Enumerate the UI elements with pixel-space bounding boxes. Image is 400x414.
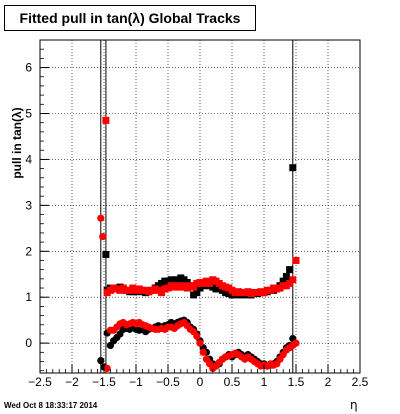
x-tick-label: 2.5: [352, 375, 369, 389]
chart-title: Fitted pull in tan(λ) Global Tracks: [4, 5, 256, 31]
x-tick-label: −2: [65, 375, 79, 389]
x-tick-label: −2.5: [28, 375, 52, 389]
y-tick-label: 3: [25, 198, 32, 212]
x-tick-label: 0: [197, 375, 204, 389]
x-axis-label: η: [350, 398, 358, 412]
data-point-square: [190, 283, 198, 291]
data-point-square: [282, 273, 290, 281]
y-tick-label: 1: [25, 290, 32, 304]
x-tick-label: −0.5: [156, 375, 180, 389]
x-tick-label: −1: [129, 375, 143, 389]
data-point-square: [102, 116, 110, 124]
y-axis-label: pull in tan(λ): [10, 107, 24, 179]
data-point-square: [167, 276, 175, 284]
x-tick-label: 1.5: [288, 375, 305, 389]
data-point-circle: [97, 214, 105, 222]
data-point-square: [206, 279, 214, 287]
x-tick-label: 2: [325, 375, 332, 389]
data-point-square: [292, 256, 300, 264]
x-tick-label: 0.5: [224, 375, 241, 389]
y-tick-label: 6: [25, 61, 32, 75]
plot-frame: [39, 39, 361, 374]
data-point-circle: [97, 356, 105, 365]
data-point-circle: [103, 364, 111, 373]
data-point-circle: [199, 348, 207, 356]
axis-ticks: −2.5 −2 −1.5 −1 −0.5 0 0.5 1 1.5 2 2.5 0 1 2 3 4 5 6: [25, 48, 369, 389]
data-point-circle: [196, 339, 204, 347]
y-tick-label: 5: [25, 106, 32, 120]
data-point-square: [289, 164, 297, 172]
data-point-circle: [292, 339, 300, 347]
y-tick-label: 2: [25, 244, 32, 258]
data-point-square: [286, 279, 294, 287]
data-point-square: [289, 276, 297, 284]
y-tick-label: 0: [25, 336, 32, 350]
vertical-lines: [100, 40, 294, 373]
data-point-square: [279, 277, 287, 285]
data-point-circle: [99, 232, 107, 241]
data-point-square: [102, 250, 110, 258]
data-markers: [97, 116, 300, 373]
timestamp: Wed Oct 8 18:33:17 2014: [4, 401, 98, 410]
grid: [39, 40, 361, 373]
data-point-circle: [193, 332, 201, 340]
data-point-square: [158, 289, 166, 297]
x-tick-label: −1.5: [92, 375, 116, 389]
data-point-square: [286, 266, 294, 274]
x-tick-label: 1: [261, 375, 268, 389]
y-tick-label: 4: [25, 152, 32, 166]
data-point-square: [193, 289, 201, 297]
